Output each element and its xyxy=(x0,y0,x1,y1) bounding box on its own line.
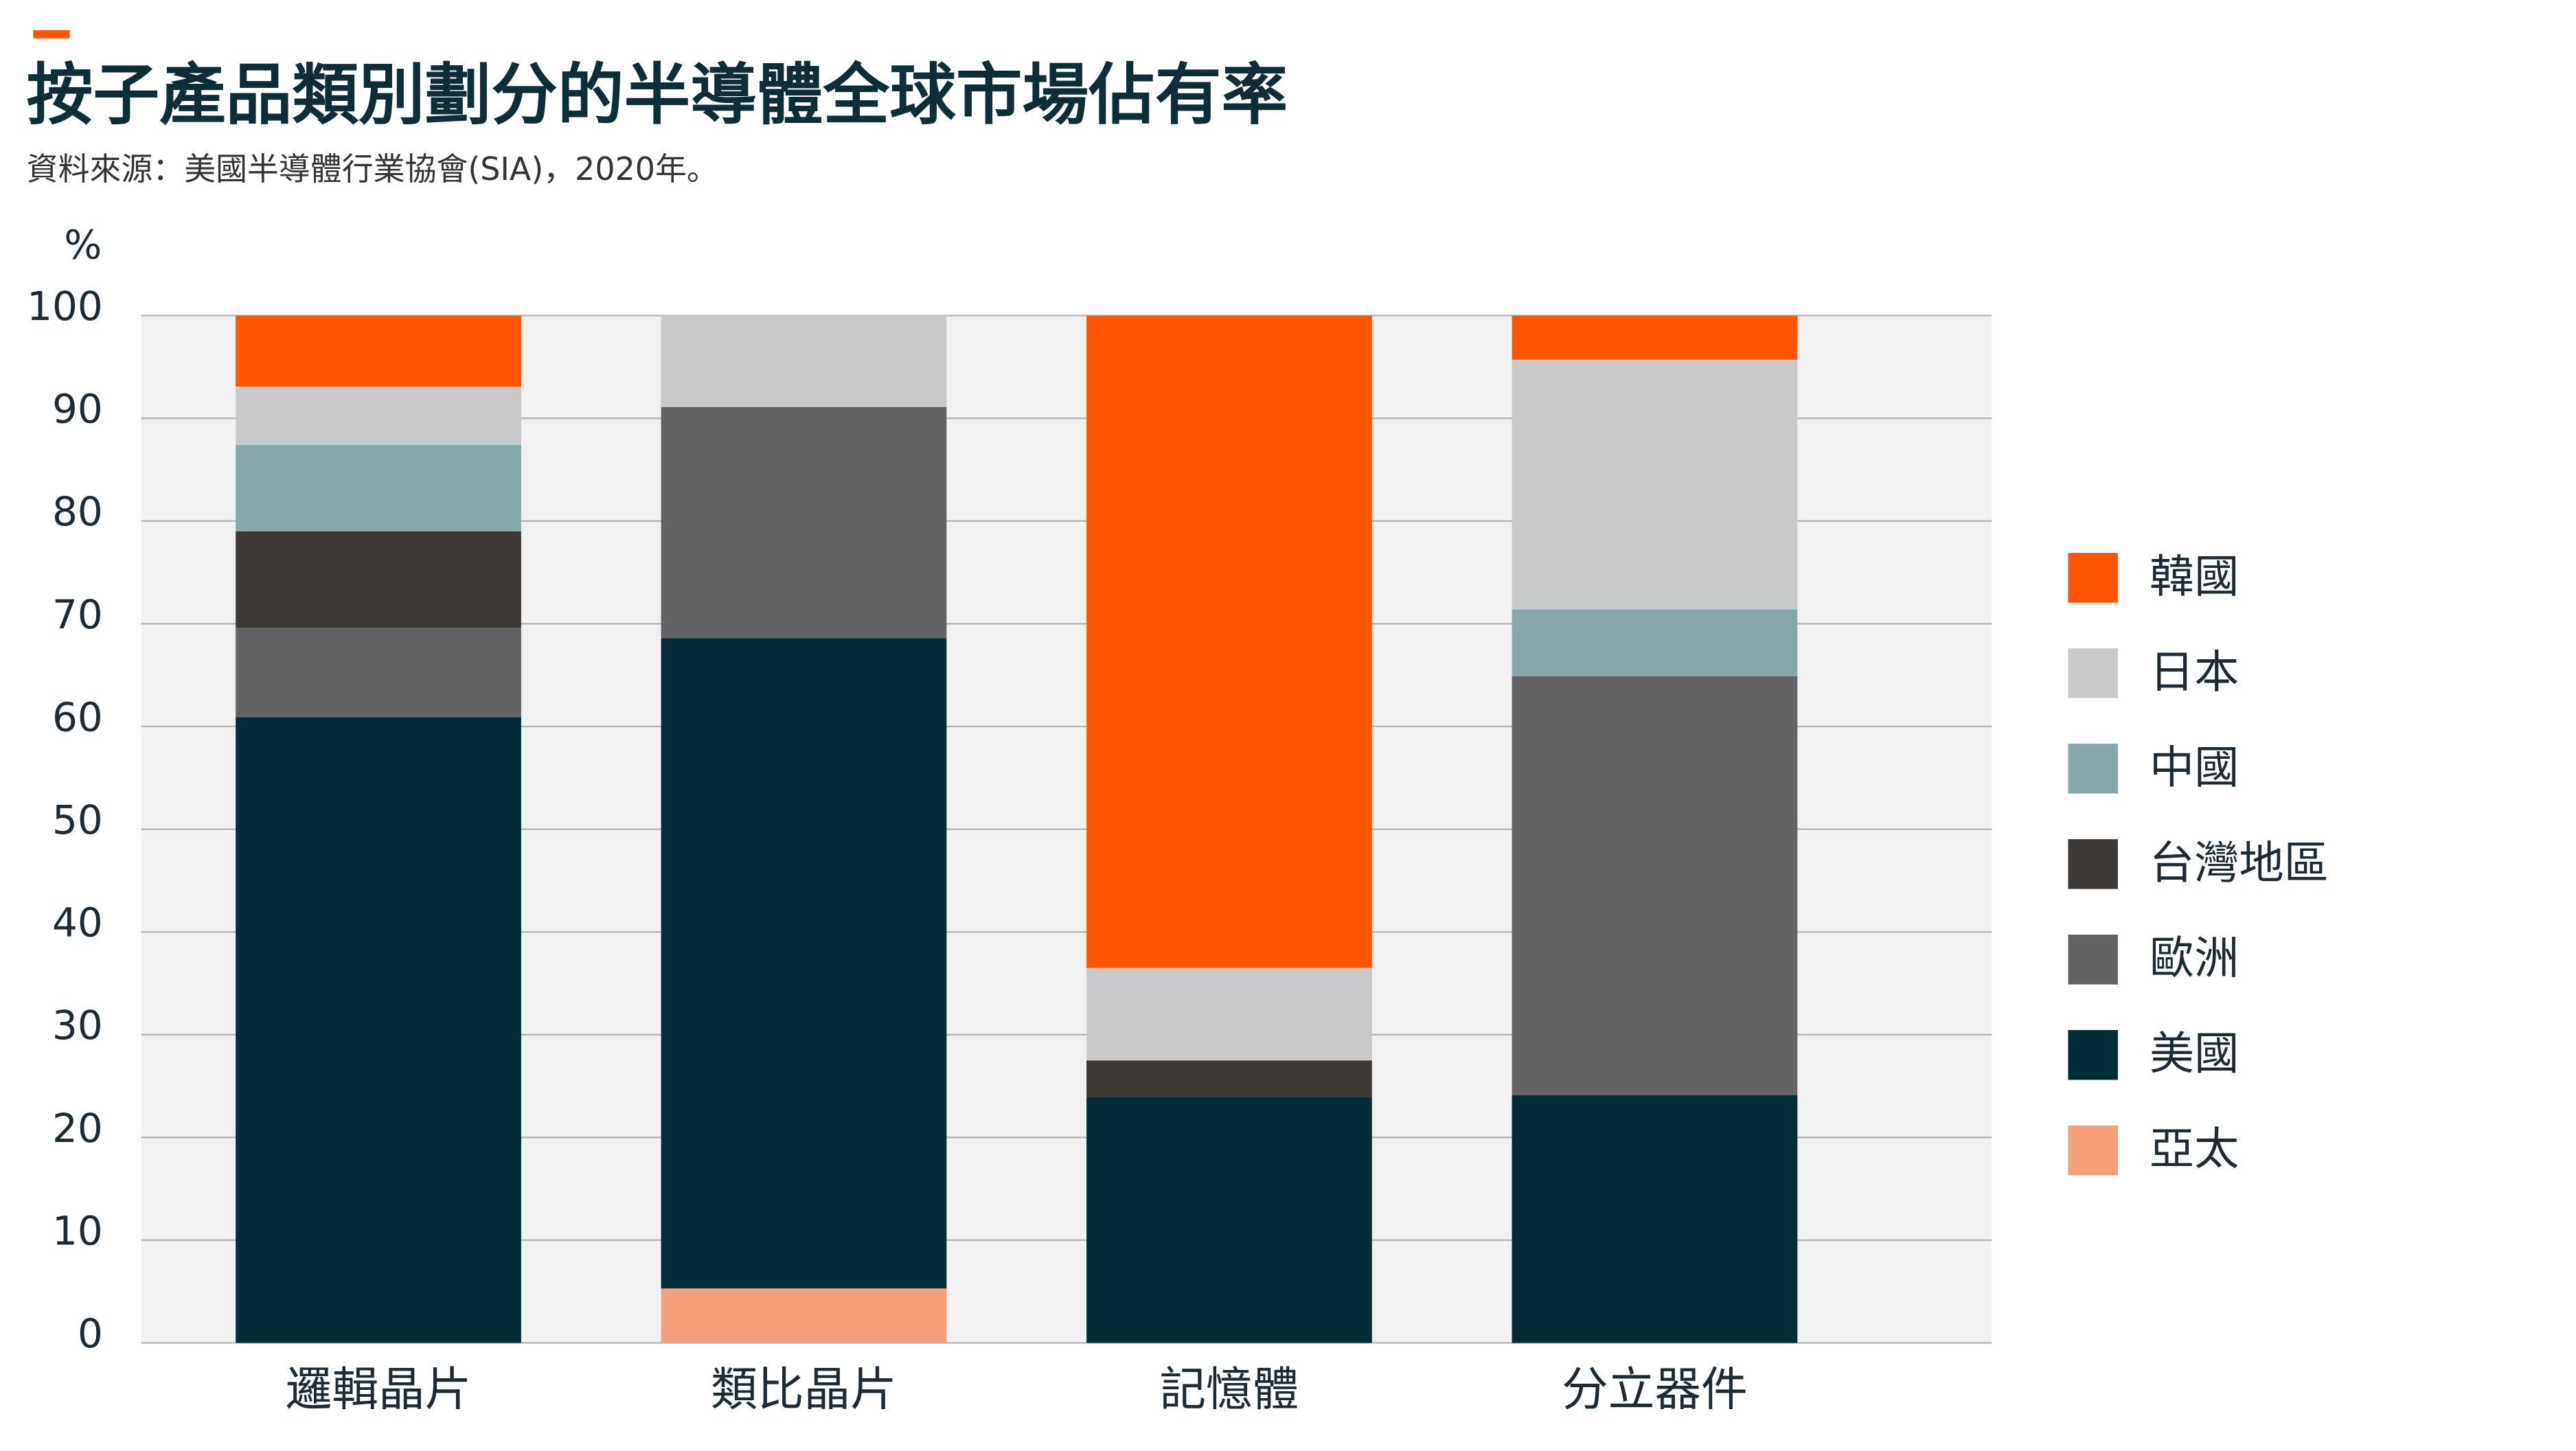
accent-bar xyxy=(33,30,70,38)
y-axis-label: % xyxy=(64,222,102,269)
x-tick-label: 記憶體 xyxy=(1159,1362,1299,1417)
legend-label: 日本 xyxy=(2150,646,2239,698)
legend-swatch xyxy=(2068,935,2118,985)
y-tick-label: 30 xyxy=(52,1002,103,1049)
x-tick-label: 類比晶片 xyxy=(711,1362,897,1417)
bar-segment xyxy=(661,638,947,1289)
y-tick-label: 0 xyxy=(78,1310,103,1357)
bar-segment xyxy=(1086,1097,1372,1343)
y-tick-label: 50 xyxy=(52,797,103,843)
legend-label: 美國 xyxy=(2150,1028,2239,1080)
bar-segment xyxy=(236,628,521,718)
legend-label: 亞太 xyxy=(2150,1123,2239,1176)
legend-swatch xyxy=(2068,1125,2118,1176)
bar-segment xyxy=(236,717,521,1343)
legend-label: 台灣地區 xyxy=(2150,837,2329,889)
legend-swatch xyxy=(2068,744,2118,794)
y-tick-label: 100 xyxy=(27,283,103,330)
bar-segment xyxy=(1086,1060,1372,1098)
bar-segment xyxy=(661,315,947,407)
legend-swatch xyxy=(2068,1029,2118,1080)
legend-swatch xyxy=(2068,839,2118,889)
y-tick-label: 70 xyxy=(52,591,103,638)
bar-segment xyxy=(661,407,947,639)
bar-segment xyxy=(1512,315,1798,360)
y-tick-label: 20 xyxy=(52,1105,103,1152)
legend-label: 歐洲 xyxy=(2150,933,2239,985)
legend-swatch xyxy=(2068,648,2118,698)
bar-segment xyxy=(1512,359,1798,610)
bar-segment xyxy=(236,445,521,532)
bar-segment xyxy=(236,531,521,628)
y-tick-label: 80 xyxy=(52,488,103,535)
x-tick-label: 分立器件 xyxy=(1562,1362,1748,1417)
legend-label: 韓國 xyxy=(2150,551,2239,603)
bar-segment xyxy=(1512,1095,1798,1343)
bar-segment xyxy=(661,1288,947,1343)
y-tick-label: 60 xyxy=(52,694,103,740)
y-tick-label: 40 xyxy=(52,900,103,946)
bar-segment xyxy=(1086,968,1372,1061)
bar-segment xyxy=(1512,676,1798,1096)
legend-swatch xyxy=(2068,553,2118,603)
y-tick-label: 10 xyxy=(52,1207,103,1254)
legend-label: 中國 xyxy=(2150,742,2239,794)
bar-segment xyxy=(236,315,521,387)
x-tick-label: 邏輯晶片 xyxy=(286,1362,472,1417)
y-tick-label: 90 xyxy=(52,386,103,433)
chart-title: 按子產品類別劃分的半導體全球市場佔有率 xyxy=(27,56,1288,134)
bar-segment xyxy=(236,386,521,446)
bar-segment xyxy=(1512,609,1798,676)
bar-segment xyxy=(1086,315,1372,968)
chart-subtitle: 資料來源：美國半導體行業協會(SIA)，2020年。 xyxy=(27,150,718,187)
